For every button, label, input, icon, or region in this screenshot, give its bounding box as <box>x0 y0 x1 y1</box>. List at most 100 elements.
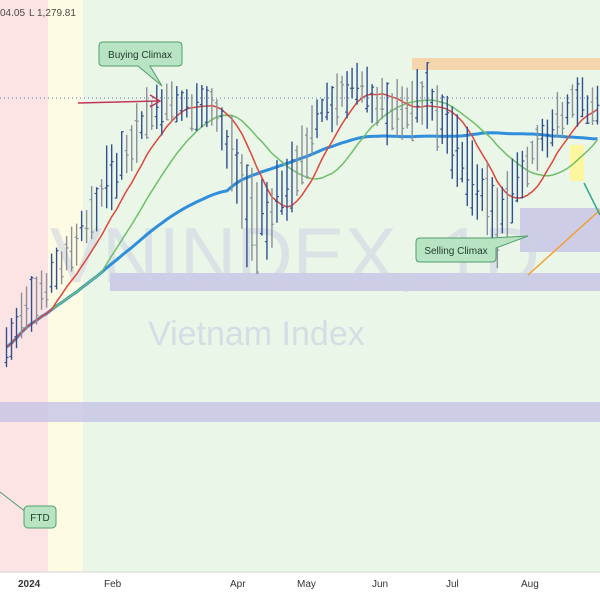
price-bar <box>89 185 94 240</box>
selling-climax-label: Selling Climax <box>424 246 487 257</box>
price-bar <box>550 109 555 147</box>
price-bar <box>335 73 340 126</box>
price-bar <box>315 99 320 139</box>
header-low-value: 1,279.81 <box>37 8 76 19</box>
price-bar <box>530 140 535 165</box>
price-bar <box>289 141 294 213</box>
price-bar <box>580 77 585 118</box>
price-bar <box>49 253 54 293</box>
price-bar <box>29 276 34 332</box>
price-bar <box>415 69 420 123</box>
price-bar <box>565 94 570 125</box>
price-bar <box>39 270 44 310</box>
price-bar <box>385 82 390 146</box>
price-bar <box>470 140 475 216</box>
price-bar <box>420 81 425 125</box>
ftd-callout[interactable]: FTD <box>0 491 57 529</box>
price-bar <box>475 164 480 220</box>
price-bar <box>4 327 9 368</box>
price-bar <box>320 98 325 122</box>
price-bar <box>585 95 590 124</box>
price-bar <box>134 103 139 163</box>
price-bar <box>274 160 279 223</box>
price-bar <box>445 95 450 154</box>
price-bar <box>234 138 239 204</box>
price-bar <box>54 247 59 290</box>
price-bar <box>485 162 490 236</box>
price-bar <box>495 187 500 269</box>
price-bar <box>169 81 174 122</box>
price-bar <box>330 85 335 133</box>
price-bar <box>179 90 184 121</box>
x-tick-jul: Jul <box>446 579 459 590</box>
price-bar <box>540 118 545 152</box>
price-bar <box>284 158 289 221</box>
x-tick-feb: Feb <box>104 579 122 590</box>
price-bar <box>455 114 460 187</box>
price-bar <box>244 164 249 268</box>
price-bar <box>305 127 310 179</box>
price-bar <box>184 89 189 118</box>
price-bar <box>199 84 204 128</box>
price-bar <box>525 146 530 188</box>
watermark-subtitle: Vietnam Index <box>148 315 365 353</box>
x-tick-aug: Aug <box>521 579 539 590</box>
price-bar <box>59 251 64 285</box>
price-bar <box>350 67 355 99</box>
price-bar <box>229 115 234 192</box>
price-bar <box>325 82 330 121</box>
price-bar <box>84 210 89 244</box>
price-bar <box>79 210 84 242</box>
price-bar <box>430 88 435 121</box>
price-bar <box>154 84 159 129</box>
price-bar <box>490 177 495 241</box>
price-bar <box>109 144 114 211</box>
price-bar <box>279 170 284 215</box>
x-tick-may: May <box>297 579 316 590</box>
price-bar <box>390 93 395 131</box>
price-bar <box>480 168 485 211</box>
price-bar <box>249 167 254 261</box>
price-bar <box>555 92 560 138</box>
price-bar <box>570 84 575 118</box>
zone-top <box>412 58 600 70</box>
price-bar <box>44 273 49 308</box>
price-bar <box>124 134 129 174</box>
header-low-label: L <box>29 8 35 19</box>
ma-fast-line <box>6 92 598 348</box>
price-bar <box>254 182 259 275</box>
price-bar <box>595 85 600 125</box>
price-bar <box>174 86 179 123</box>
price-bar <box>560 102 565 138</box>
price-bar <box>9 317 14 360</box>
price-bar <box>460 141 465 183</box>
price-bar <box>590 87 595 126</box>
price-bar <box>425 62 430 129</box>
price-bar <box>144 87 149 139</box>
x-tick-2024: 2024 <box>18 579 41 590</box>
price-bar <box>14 307 19 349</box>
price-bar <box>259 179 264 236</box>
selling-climax-callout[interactable]: Selling Climax <box>415 235 529 263</box>
price-bar <box>204 86 209 128</box>
price-bar <box>345 71 350 119</box>
price-bar <box>405 87 410 129</box>
price-bar <box>219 107 224 151</box>
buying-climax-label: Buying Climax <box>108 50 172 61</box>
price-bar <box>365 66 370 113</box>
price-bar <box>400 86 405 140</box>
price-bar <box>500 186 505 234</box>
trend-line-orange <box>527 209 600 276</box>
x-tick-jun: Jun <box>372 579 388 590</box>
price-bar <box>310 105 315 156</box>
buying-climax-callout[interactable]: Buying Climax <box>98 41 183 87</box>
price-bar <box>99 179 104 207</box>
price-bar <box>189 94 194 132</box>
price-bar <box>164 83 169 121</box>
price-bar <box>19 292 24 339</box>
price-bar <box>64 236 69 271</box>
price-bar <box>194 83 199 131</box>
price-bar <box>94 187 99 232</box>
price-bar <box>465 126 470 207</box>
